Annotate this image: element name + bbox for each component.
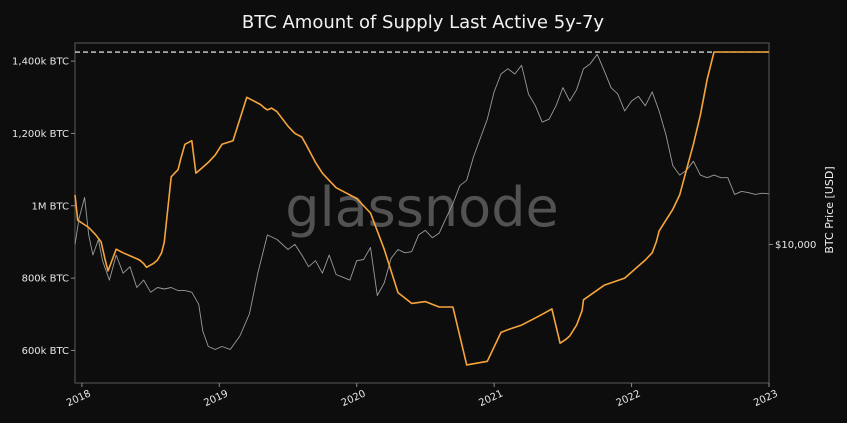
y-left-tick-label: 1M BTC <box>31 201 69 212</box>
y-axis-right-title: BTC Price [USD] <box>823 166 836 253</box>
y-left-tick-label: 1,400k BTC <box>12 57 69 68</box>
price-series-line <box>74 53 770 350</box>
chart-title: BTC Amount of Supply Last Active 5y-7y <box>242 12 605 33</box>
x-tick-label: 2022 <box>615 388 643 409</box>
x-tick-label: 2023 <box>752 388 780 409</box>
left-axis: 1,400k BTC 1,200k BTC 1M BTC 800k BTC 600k B… <box>12 57 75 357</box>
x-tick-label: 2019 <box>202 388 230 409</box>
y-right-tick-label: $10,000 <box>775 240 816 251</box>
right-axis: $10,000 <box>769 240 816 251</box>
series-layer <box>74 51 770 366</box>
y-left-tick-label: 600k BTC <box>22 346 69 357</box>
y-left-tick-label: 1,200k BTC <box>12 129 69 140</box>
x-tick-label: 2021 <box>477 388 505 409</box>
x-axis: 2018 2019 2020 2021 2022 2023 <box>65 383 780 409</box>
watermark-glassnode: glassnode <box>285 176 558 239</box>
x-tick-label: 2018 <box>65 388 93 409</box>
supply-series-line <box>74 51 769 366</box>
plot-frame <box>74 42 770 384</box>
x-tick-label: 2020 <box>340 388 368 409</box>
y-left-tick-label: 800k BTC <box>22 274 69 285</box>
